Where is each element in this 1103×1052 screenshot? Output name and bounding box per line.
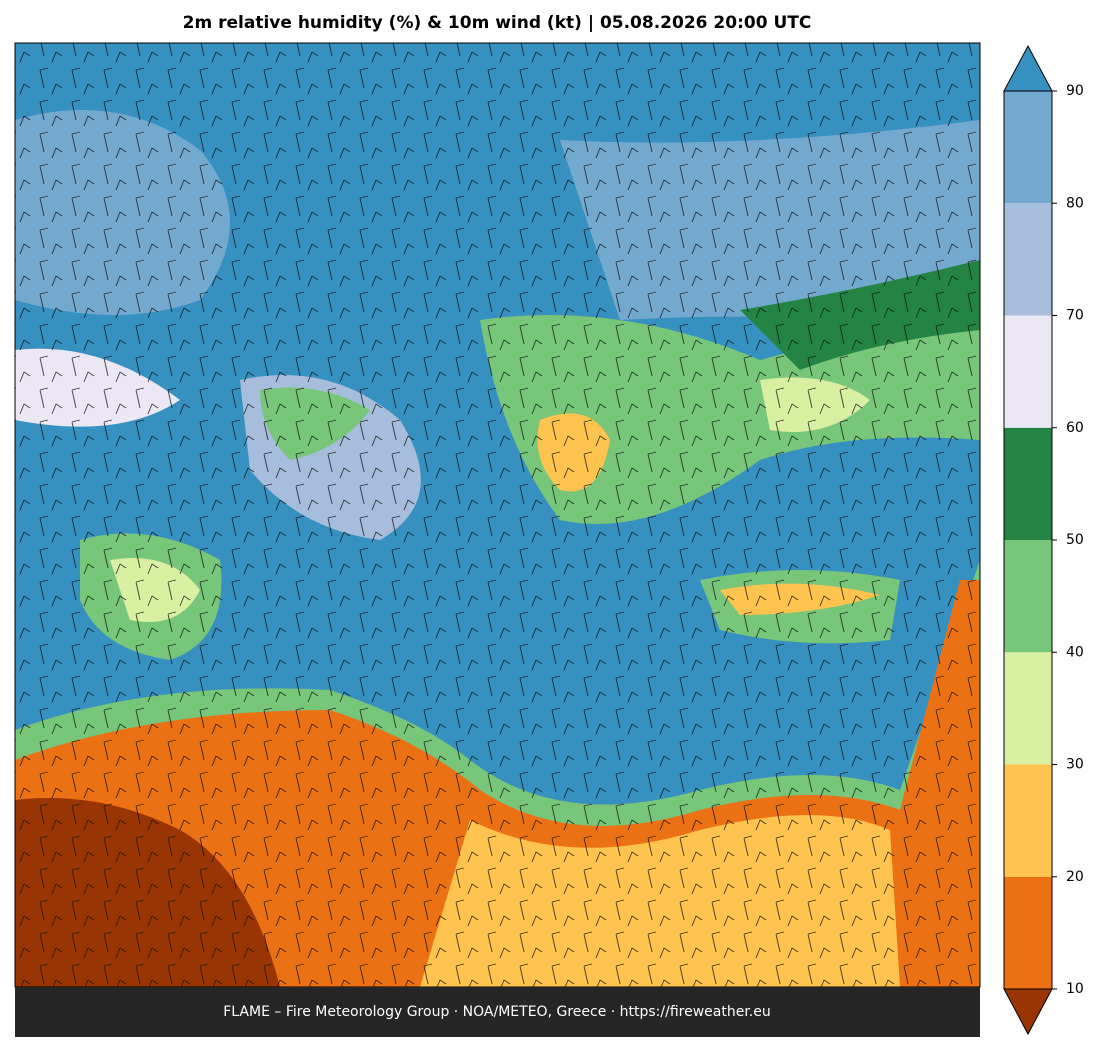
colorbar-bin: [1004, 315, 1052, 428]
footer-bar: [15, 987, 980, 1037]
title: 2m relative humidity (%) & 10m wind (kt)…: [183, 13, 812, 33]
colorbar-bin: [1004, 91, 1052, 204]
colorbar-bin: [1004, 540, 1052, 653]
colorbar: 10 20 30 40 50 60 70 80 90: [1003, 44, 1084, 1036]
colorbar-tick-label: 10: [1066, 981, 1084, 997]
colorbar-bin: [1004, 764, 1052, 877]
colorbar-tick-label: 50: [1066, 532, 1084, 548]
colorbar-tick-label: 60: [1066, 420, 1084, 436]
colorbar-over: [1003, 44, 1053, 92]
colorbar-bin: [1004, 652, 1052, 765]
colorbar-tick-label: 90: [1066, 83, 1084, 99]
colorbar-tick-label: 40: [1066, 644, 1084, 660]
colorbar-bin: [1004, 427, 1052, 540]
colorbar-bin: [1004, 203, 1052, 316]
colorbar-tick-label: 70: [1066, 308, 1084, 324]
colorbar-tick-label: 30: [1066, 757, 1084, 773]
colorbar-bin: [1004, 876, 1052, 989]
colorbar-under: [1003, 988, 1053, 1036]
footer: FLAME – Fire Meteorology Group · NOA/MET…: [223, 1004, 771, 1020]
map: [15, 43, 980, 987]
colorbar-tick-label: 20: [1066, 869, 1084, 885]
colorbar-tick-label: 80: [1066, 195, 1084, 211]
